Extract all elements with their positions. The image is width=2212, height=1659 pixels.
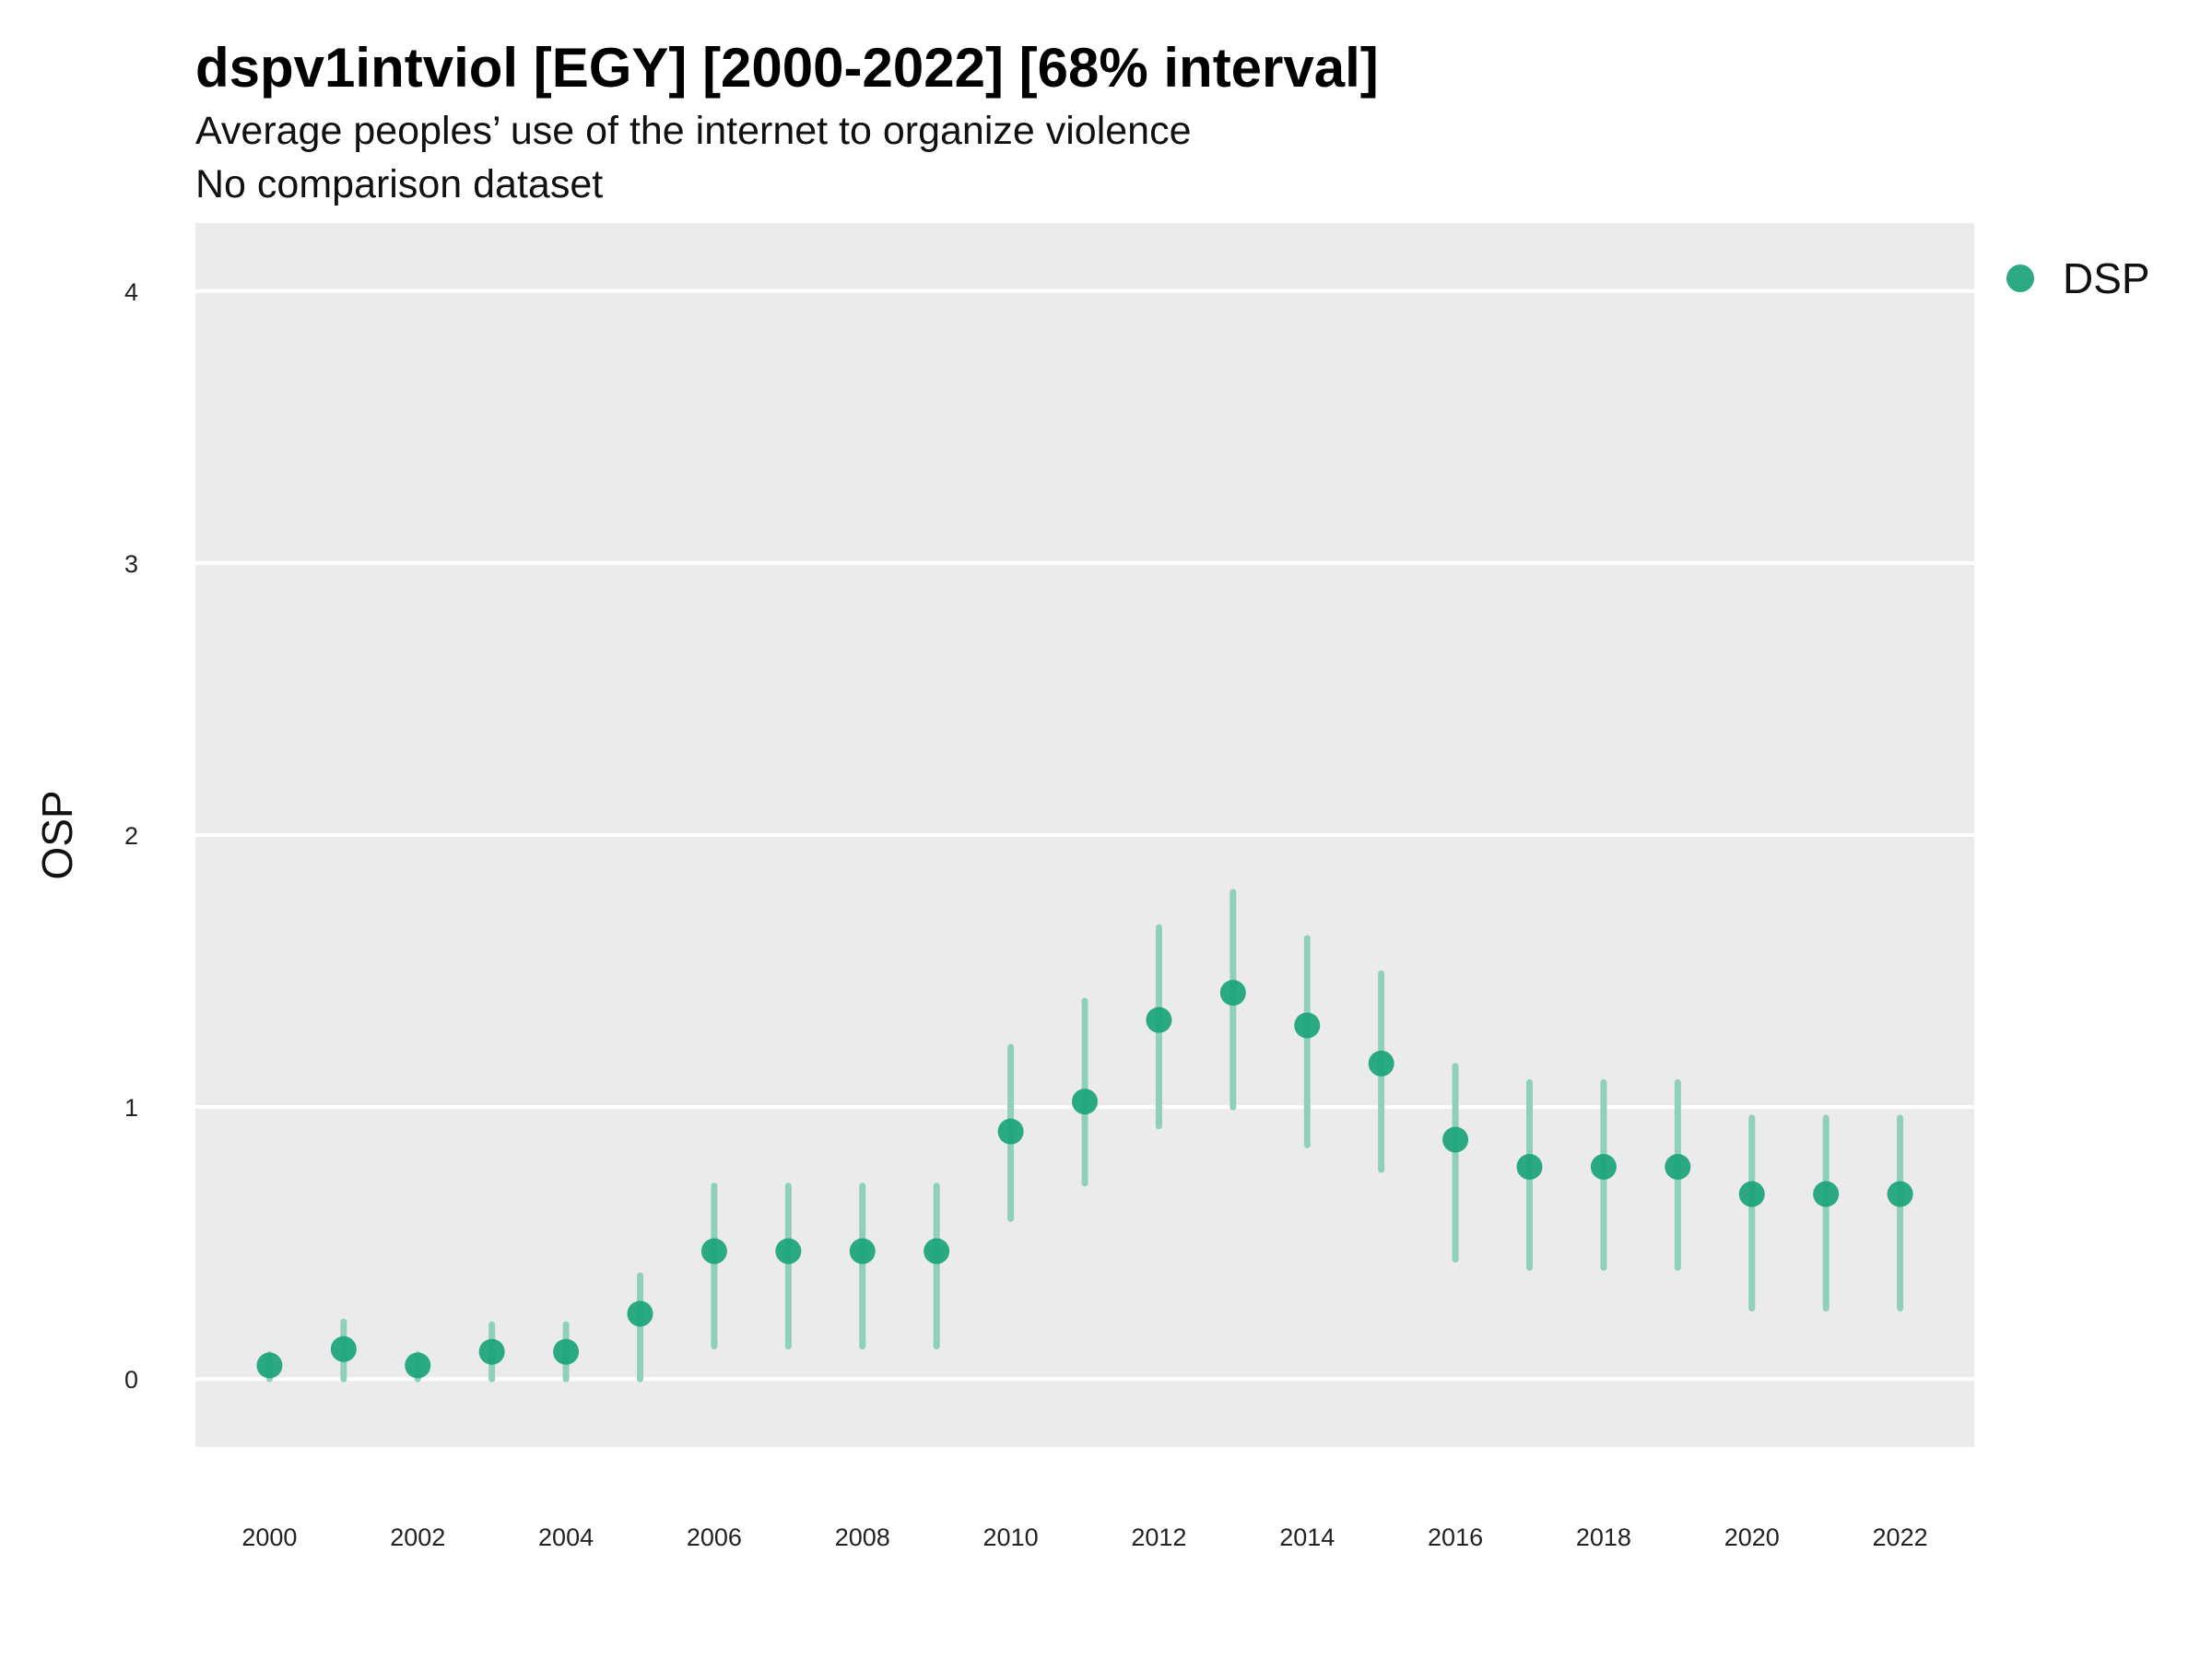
x-tick-label: 2002 [390, 1524, 445, 1551]
legend-label-dsp: DSP [2063, 254, 2150, 302]
chart-subtitle-2: No comparison dataset [195, 162, 603, 206]
x-tick-label: 2004 [538, 1524, 594, 1551]
data-point [1665, 1154, 1691, 1181]
x-tick-label: 2022 [1873, 1524, 1928, 1551]
data-point [1072, 1088, 1098, 1115]
y-axis-title: OSP [33, 790, 81, 879]
data-point [478, 1338, 505, 1365]
data-point [627, 1300, 653, 1327]
data-point [405, 1352, 431, 1379]
x-tick-label: 2016 [1428, 1524, 1483, 1551]
x-tick-label: 2014 [1279, 1524, 1335, 1551]
x-tick-label: 2012 [1131, 1524, 1186, 1551]
data-point [1887, 1181, 1913, 1207]
data-point [997, 1118, 1024, 1145]
data-point [256, 1352, 283, 1379]
data-point [330, 1335, 357, 1362]
chart-title: dspv1intviol [EGY] [2000-2022] [68% inte… [195, 37, 1379, 99]
data-point [849, 1238, 876, 1265]
x-tick-label: 2020 [1724, 1524, 1780, 1551]
y-tick-label: 0 [124, 1366, 138, 1394]
data-point [1590, 1154, 1617, 1181]
legend: DSP [2006, 254, 2150, 302]
data-point [700, 1238, 727, 1265]
y-tick-label: 1 [124, 1094, 138, 1122]
data-point [1219, 980, 1246, 1006]
data-point [1813, 1181, 1840, 1207]
x-axis-ticks: 2000 2002 2004 2006 2008 2010 2012 2014 2016 2018… [241, 1524, 1927, 1551]
x-tick-label: 2010 [983, 1524, 1039, 1551]
data-point [775, 1238, 802, 1265]
data-point [1368, 1050, 1394, 1077]
y-axis-ticks: 0 1 2 3 4 [124, 278, 138, 1394]
data-point [1294, 1012, 1321, 1039]
y-tick-label: 2 [124, 822, 138, 850]
x-tick-label: 2000 [241, 1524, 297, 1551]
data-point [1442, 1126, 1469, 1153]
y-tick-label: 3 [124, 550, 138, 578]
data-point [1146, 1006, 1172, 1033]
chart-subtitle: Average peoples’ use of the internet to … [195, 109, 1192, 153]
x-tick-label: 2008 [835, 1524, 890, 1551]
legend-marker-dsp [2006, 265, 2034, 292]
data-point [1516, 1154, 1543, 1181]
data-point [1738, 1181, 1765, 1207]
x-tick-label: 2018 [1576, 1524, 1631, 1551]
data-point [924, 1238, 950, 1265]
data-points [256, 980, 1913, 1379]
data-point [553, 1338, 580, 1365]
y-tick-label: 4 [124, 278, 138, 306]
x-tick-label: 2006 [687, 1524, 742, 1551]
